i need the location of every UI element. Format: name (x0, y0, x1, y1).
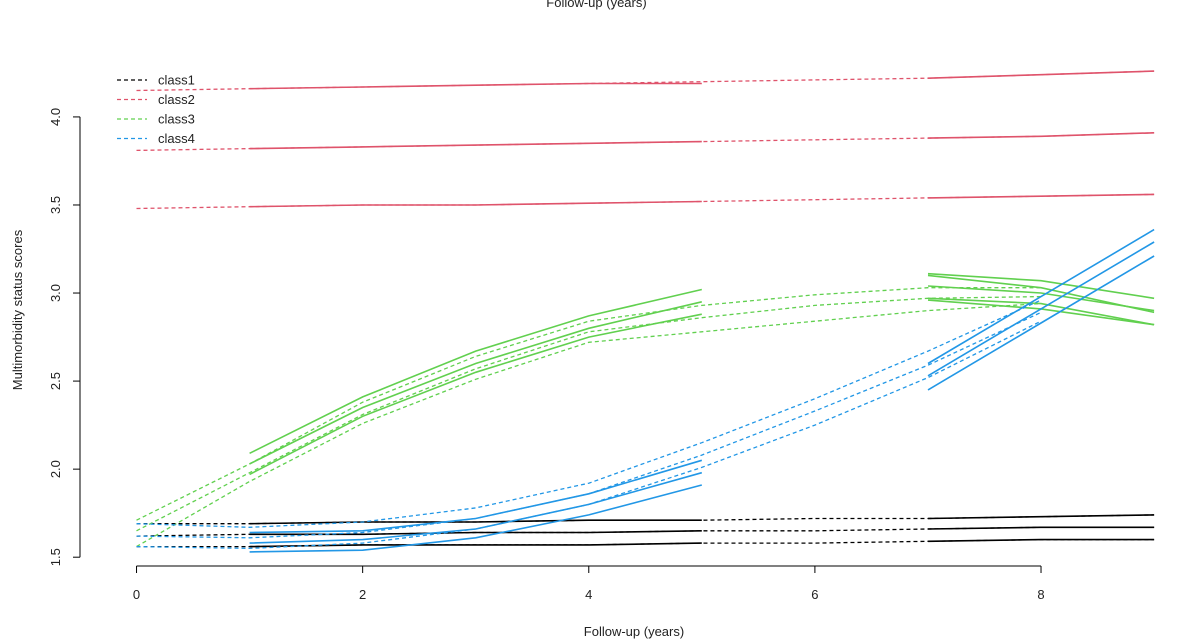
series-line-class1-solid (249, 530, 702, 536)
legend-label-class1: class1 (158, 73, 195, 88)
series-line-class1-solid (927, 538, 1155, 543)
legend-label-class2: class2 (158, 92, 195, 107)
series-layer (136, 70, 1155, 553)
series-line-class4-solid (927, 255, 1155, 391)
series-line-class2-solid (927, 70, 1155, 79)
y-tick-label: 4.0 (48, 108, 63, 126)
y-tick-label: 3.0 (48, 284, 63, 302)
series-line-class3-solid (927, 297, 1155, 326)
series-line-class3-dashed (136, 287, 1041, 521)
series-line-class3-solid (249, 288, 702, 455)
series-line-class2-solid (927, 132, 1155, 139)
x-tick-label: 6 (811, 587, 818, 602)
series-line-class1-solid (249, 542, 702, 548)
series-line-class3-solid (927, 272, 1155, 300)
series-line-class2-solid (927, 193, 1155, 199)
series-line-class2-solid (249, 140, 702, 150)
x-tick-label: 8 (1037, 587, 1044, 602)
x-tick-label: 0 (133, 587, 140, 602)
legend-label-class4: class4 (158, 131, 195, 146)
series-line-class1-solid (927, 526, 1155, 530)
series-line-class1-solid (927, 514, 1155, 520)
y-tick-label: 2.0 (48, 460, 63, 478)
y-axis-label: Multimorbidity status scores (10, 229, 25, 390)
y-tick-label: 1.5 (48, 548, 63, 566)
top-caption: Follow-up (years) (546, 0, 647, 10)
series-line-class1-solid (249, 519, 702, 525)
y-tick-label: 2.5 (48, 372, 63, 390)
series-line-class3-dashed (136, 295, 1042, 532)
series-line-class3-dashed (136, 302, 1042, 548)
y-tick-label: 3.5 (48, 196, 63, 214)
x-tick-label: 4 (585, 587, 592, 602)
series-line-class4-solid (249, 459, 703, 534)
series-line-class2-solid (249, 82, 702, 90)
legend-label-class3: class3 (158, 112, 195, 127)
series-line-class3-solid (249, 313, 702, 476)
series-line-class4-dashed (136, 299, 1042, 528)
axes-layer: 0 2 4 6 8 1.5 2.0 2.5 3.0 3.5 4.0 (48, 108, 1045, 602)
series-line-class3-solid (249, 301, 702, 465)
x-axis-label: Follow-up (years) (584, 624, 684, 639)
series-line-class3-solid (927, 274, 1155, 314)
legend: class1 class2 class3 class4 (117, 73, 195, 146)
series-line-class4-solid (249, 471, 703, 544)
x-tick-label: 2 (359, 587, 366, 602)
series-line-class4-solid (927, 228, 1155, 365)
series-line-class2-solid (249, 200, 702, 208)
series-line-class4-solid (249, 484, 703, 553)
series-line-class4-solid (927, 241, 1155, 377)
